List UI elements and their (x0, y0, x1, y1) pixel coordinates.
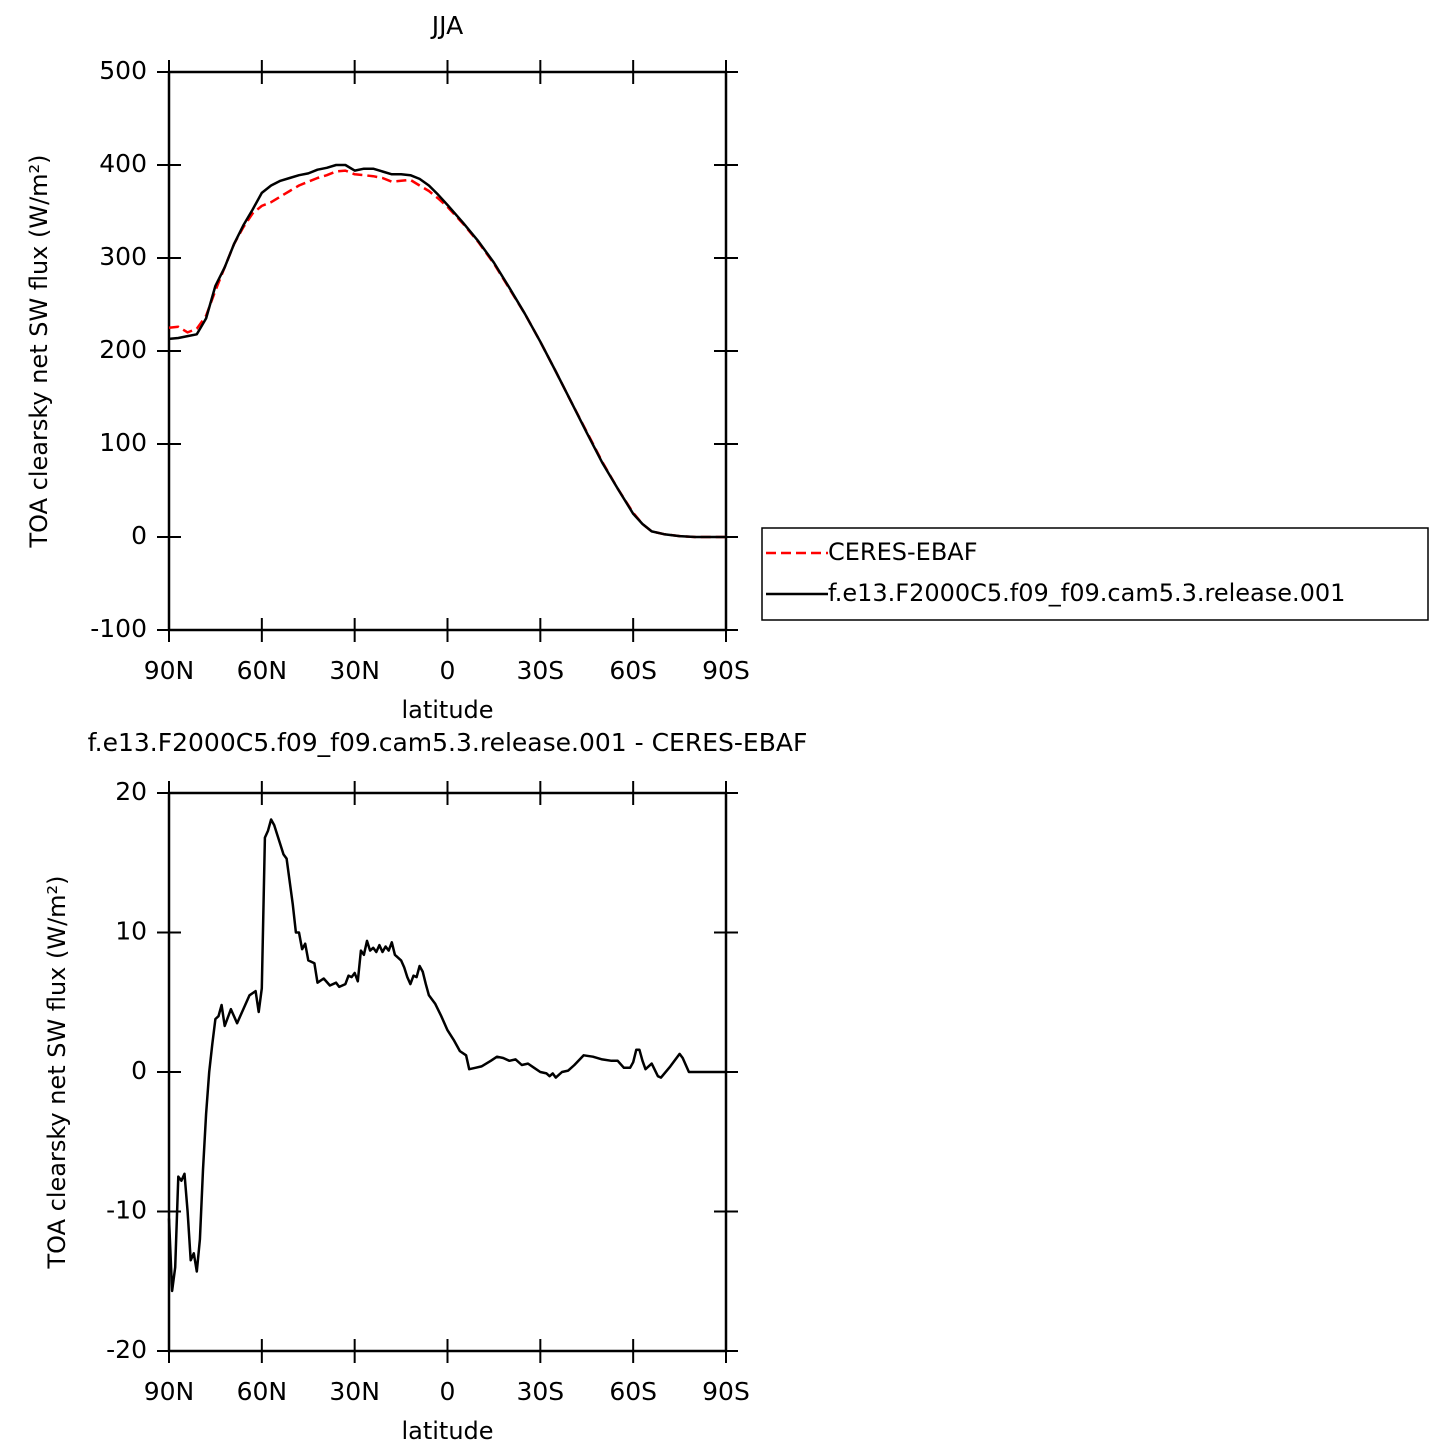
chart-title: JJA (430, 11, 463, 40)
x-tick-label: 60N (237, 1377, 288, 1406)
x-tick-label: 30N (329, 1377, 380, 1406)
x-tick-label: 90N (144, 1377, 195, 1406)
data-line (167, 818, 726, 1293)
y-tick-label: -10 (106, 1196, 147, 1225)
x-tick-label: 30N (329, 656, 380, 685)
y-tick-label: 400 (99, 149, 147, 178)
y-tick-label: 10 (115, 917, 147, 946)
y-tick-label: 0 (131, 1056, 147, 1085)
y-tick-label: -100 (90, 614, 147, 643)
x-tick-label: 0 (440, 1377, 456, 1406)
y-tick-label: 100 (99, 428, 147, 457)
y-axis-label: TOA clearsky net SW flux (W/m²) (25, 154, 53, 548)
x-tick-label: 30S (516, 656, 564, 685)
x-tick-label: 90S (702, 1377, 750, 1406)
y-tick-label: 20 (115, 777, 147, 806)
legend-box (761, 527, 1429, 621)
y-tick-label: 0 (131, 521, 147, 550)
x-tick-label: 60S (609, 1377, 657, 1406)
plot-frame (167, 70, 728, 632)
x-tick-label: 60N (237, 656, 288, 685)
chart-title: f.e13.F2000C5.f09_f09.cam5.3.release.001… (88, 728, 808, 757)
y-tick-label: -20 (106, 1335, 147, 1364)
plot-frame (167, 791, 728, 1353)
data-line (168, 163, 726, 539)
x-tick-label: 90S (702, 656, 750, 685)
x-axis-label: latitude (401, 1417, 493, 1445)
x-tick-label: 60S (609, 656, 657, 685)
y-tick-label: 300 (99, 242, 147, 271)
data-line (168, 169, 726, 539)
x-tick-label: 90N (144, 656, 195, 685)
y-tick-label: 500 (99, 56, 147, 85)
x-axis-label: latitude (401, 696, 493, 724)
x-tick-label: 0 (440, 656, 456, 685)
x-tick-label: 30S (516, 1377, 564, 1406)
y-tick-label: 200 (99, 335, 147, 364)
y-axis-label: TOA clearsky net SW flux (W/m²) (43, 875, 71, 1269)
legend-label: f.e13.F2000C5.f09_f09.cam5.3.release.001 (828, 579, 1345, 607)
legend-label: CERES-EBAF (828, 538, 978, 566)
